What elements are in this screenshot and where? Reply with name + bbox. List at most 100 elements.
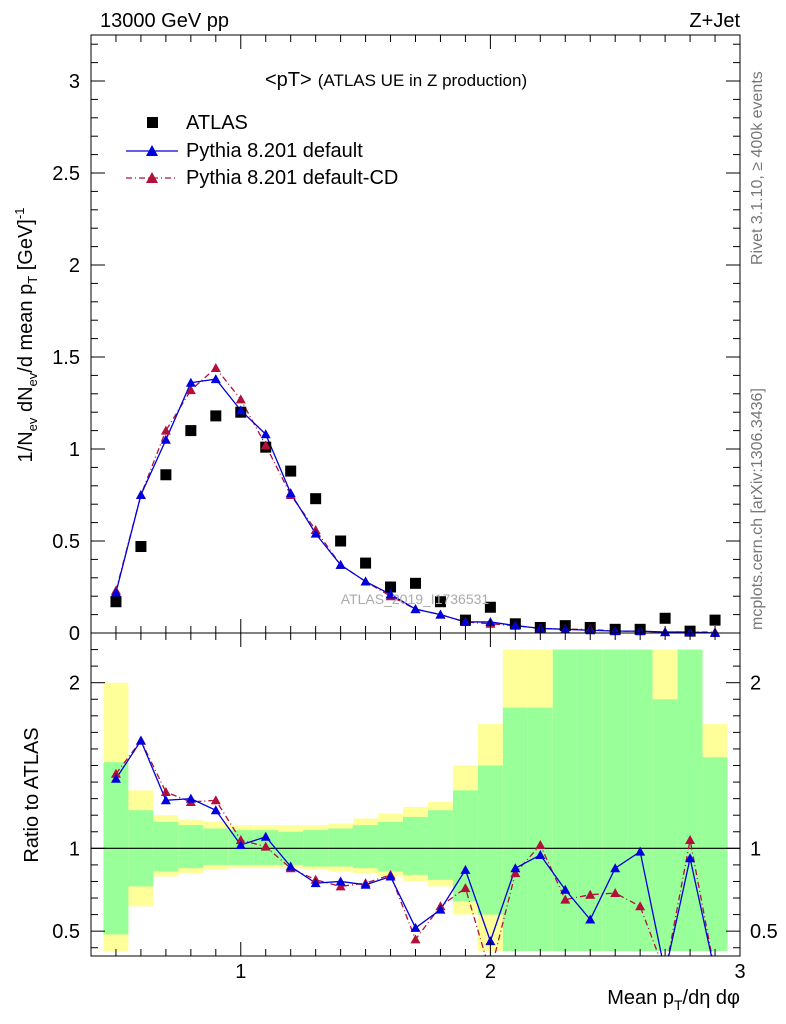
default-point xyxy=(135,490,146,499)
default-point xyxy=(310,528,321,538)
ratio-default-point xyxy=(560,884,571,894)
default-point xyxy=(335,559,346,569)
default-point xyxy=(185,377,196,387)
cd-point xyxy=(210,363,221,373)
ratio-band-inner xyxy=(702,757,728,952)
default-point xyxy=(235,405,246,415)
atlas-point xyxy=(434,596,446,608)
ratio-cd-point xyxy=(210,795,221,805)
ratio-y-tick-label-right: 2 xyxy=(750,673,761,695)
header-right: Z+Jet xyxy=(689,10,740,32)
legend-cd-marker xyxy=(146,172,158,183)
ratio-default-point xyxy=(260,831,271,841)
ratio-cd-point xyxy=(260,841,271,851)
legend-default-label: Pythia 8.201 default xyxy=(186,140,363,162)
atlas-point xyxy=(385,581,397,593)
header-left: 13000 GeV pp xyxy=(100,10,229,32)
ratio-plot-ticks: 0.5 0.5 1 1 2 2 1 2 3 xyxy=(52,633,778,983)
default-point xyxy=(360,576,371,586)
ratio-cd-point xyxy=(535,840,546,850)
ratio-band-inner xyxy=(502,707,528,952)
cd-point xyxy=(185,385,196,395)
watermark: ATLAS_2019_I1736531 xyxy=(341,591,490,607)
ratio-band-inner xyxy=(552,649,578,952)
atlas-point xyxy=(135,541,147,553)
x-axis-title: Mean pT/dη dφ xyxy=(607,987,740,1013)
ratio-default-point xyxy=(360,879,371,889)
ratio-y-axis-title: Ratio to ATLAS xyxy=(21,727,43,862)
atlas-point xyxy=(210,410,222,422)
ratio-default-point xyxy=(185,793,196,803)
default-point xyxy=(160,434,171,444)
cd-point xyxy=(160,425,171,435)
atlas-point xyxy=(659,612,671,624)
ratio-cd-point xyxy=(335,881,346,891)
ratio-band-inner xyxy=(378,821,404,872)
default-point xyxy=(510,620,521,630)
side-label-bottom: mcplots.cern.ch [arXiv:1306.3436] xyxy=(749,388,766,630)
ratio-cd-point xyxy=(585,889,596,899)
atlas-point xyxy=(709,614,721,626)
ratio-cd-point xyxy=(560,894,571,904)
ratio-cd-point xyxy=(110,768,121,778)
main-plot-marks xyxy=(110,363,721,637)
ratio-y-tick-label-left: 1 xyxy=(69,838,80,860)
ratio-band-inner xyxy=(403,816,428,875)
ratio-default-point xyxy=(285,861,296,871)
main-y-tick-label: 3 xyxy=(69,71,80,93)
legend-cd-label: Pythia 8.201 default-CD xyxy=(186,167,398,189)
main-y-tick-label: 1.5 xyxy=(52,347,80,369)
ratio-default-point xyxy=(385,871,396,881)
ratio-band-inner xyxy=(677,649,703,952)
default-point xyxy=(410,604,421,614)
ratio-default-point xyxy=(310,878,321,888)
main-plot-panel: 0 0.5 1 1.5 2 2.5 3 <pT> (ATLAS UE in Z product… xyxy=(52,34,741,645)
ratio-default-point xyxy=(435,904,446,914)
ratio-cd-point xyxy=(235,835,246,845)
ratio-y-tick-label-left: 2 xyxy=(69,673,80,695)
ratio-band-inner xyxy=(427,810,453,880)
default-point xyxy=(435,609,446,619)
ratio-cd-point xyxy=(160,787,171,797)
default-point xyxy=(260,429,271,439)
ratio-default-point xyxy=(635,846,646,856)
atlas-point xyxy=(185,425,197,437)
plot-title: <pT> (ATLAS UE in Z production) xyxy=(265,69,527,91)
default-point xyxy=(385,589,396,599)
atlas-point xyxy=(160,469,172,481)
ratio-series-group xyxy=(110,735,713,956)
default-point xyxy=(460,616,471,626)
ratio-default-point xyxy=(335,876,346,886)
ratio-default-point xyxy=(610,863,621,873)
ratio-cd-point xyxy=(460,883,471,893)
ratio-y-tick-label-right: 0.5 xyxy=(750,921,778,943)
main-y-tick-label: 1 xyxy=(69,439,80,461)
ratio-band-inner xyxy=(477,765,503,915)
ratio-default-point xyxy=(110,773,121,783)
legend: ATLAS Pythia 8.201 default Pythia 8.201 … xyxy=(126,112,398,189)
default-point xyxy=(210,374,221,384)
ratio-plot-marks xyxy=(91,649,740,956)
ratio-cd-point xyxy=(510,868,521,878)
atlas-point xyxy=(285,465,297,477)
legend-default-marker xyxy=(146,145,158,156)
ratio-band-inner xyxy=(328,828,354,867)
default-point xyxy=(110,587,121,597)
ratio-default-point xyxy=(585,914,596,924)
plot-title-sub: (ATLAS UE in Z production) xyxy=(318,71,527,90)
ratio-band-inner xyxy=(577,649,603,952)
ratio-band-inner xyxy=(527,707,553,952)
ratio-band-inner xyxy=(627,649,653,952)
ratio-default-point xyxy=(135,735,146,745)
default-point xyxy=(285,488,296,498)
ratio-y-tick-label-left: 0.5 xyxy=(52,921,80,943)
ratio-band-inner xyxy=(153,821,179,872)
ratio-band-inner xyxy=(353,825,379,869)
ratio-cd-point xyxy=(610,888,621,898)
x-tick-label: 2 xyxy=(485,961,496,983)
ratio-default-point xyxy=(210,805,221,815)
atlas-point xyxy=(310,493,322,505)
side-label-top: Rivet 3.1.10, ≥ 400k events xyxy=(749,71,766,265)
atlas-point xyxy=(484,601,496,613)
